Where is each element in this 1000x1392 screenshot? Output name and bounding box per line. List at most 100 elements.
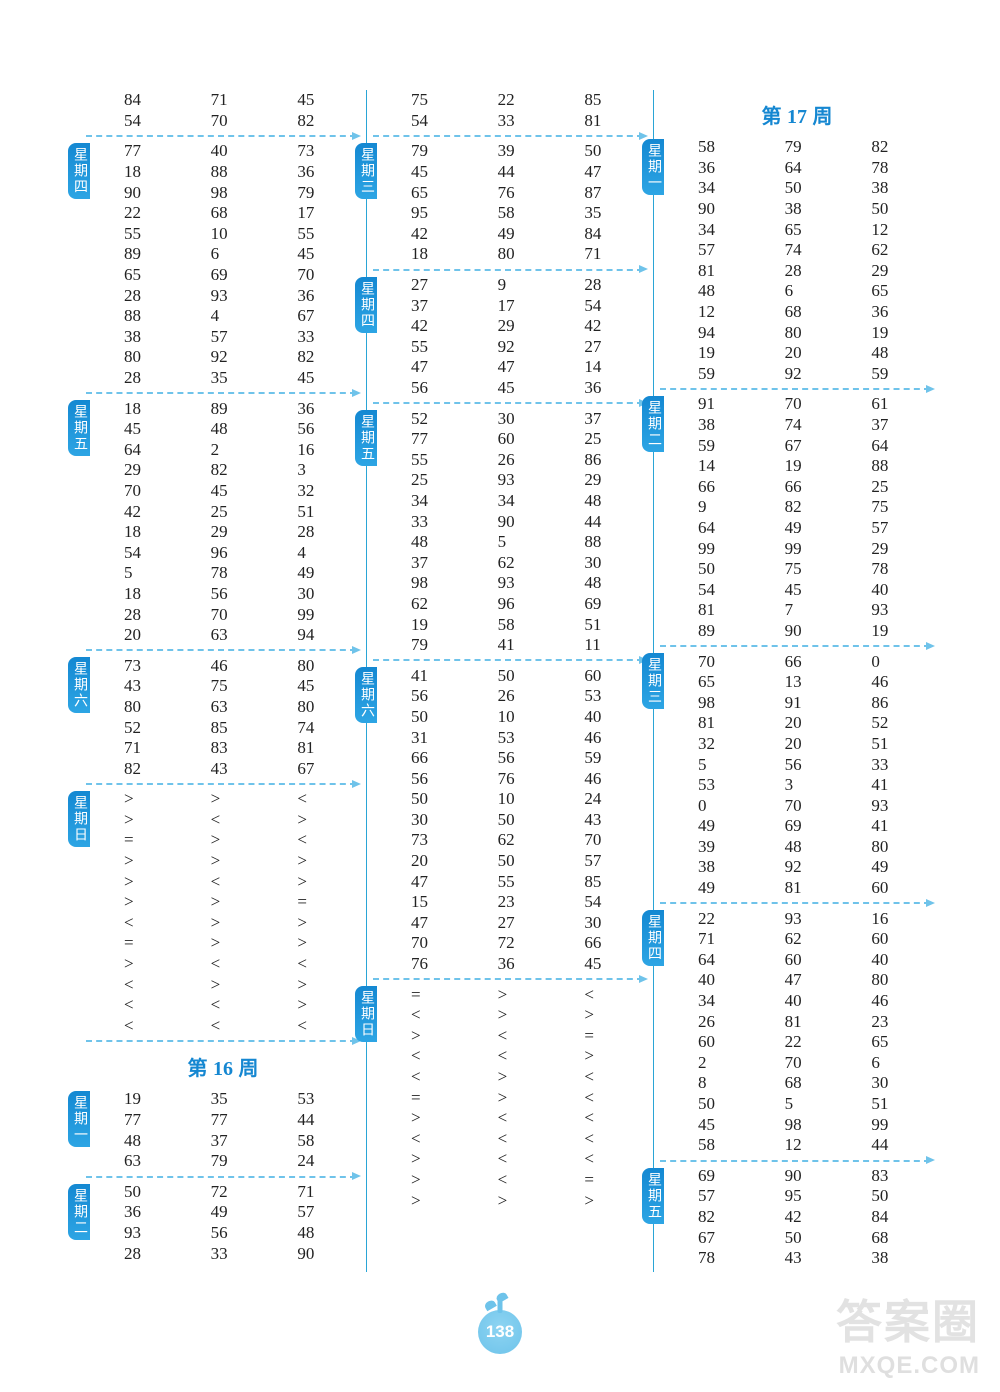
data-block: 星期三7066065134698918681205232205155633533… xyxy=(664,651,930,898)
data-cell: 40 xyxy=(843,950,930,970)
data-row: 205057 xyxy=(383,851,643,872)
section-divider xyxy=(373,135,643,137)
data-cell: < xyxy=(269,954,356,974)
data-row: ><= xyxy=(383,1026,643,1047)
data-cell: 66 xyxy=(757,477,844,497)
data-cell: 64 xyxy=(670,950,757,970)
data-row: ><< xyxy=(383,1149,643,1170)
data-cell: 30 xyxy=(556,553,643,573)
data-row: 774073 xyxy=(96,141,356,162)
data-cell: 65 xyxy=(843,1032,930,1052)
data-row: 343448 xyxy=(383,491,643,512)
data-cell: 30 xyxy=(470,409,557,429)
data-cell: 91 xyxy=(757,693,844,713)
data-cell: 43 xyxy=(96,676,183,696)
data-cell: 38 xyxy=(843,1248,930,1268)
data-cell: > xyxy=(183,789,270,809)
page-number: 138 xyxy=(478,1310,522,1354)
data-cell: 38 xyxy=(843,178,930,198)
data-row: 141988 xyxy=(670,456,930,477)
data-cell: 36 xyxy=(670,158,757,178)
data-cell: 33 xyxy=(470,111,557,131)
data-cell: 38 xyxy=(757,199,844,219)
data-cell: > xyxy=(96,851,183,871)
section-divider xyxy=(660,388,930,390)
day-tab: 星期五 xyxy=(68,400,90,456)
data-cell: 69 xyxy=(183,265,270,285)
data-cell: 93 xyxy=(96,1223,183,1243)
data-cell: 10 xyxy=(470,789,557,809)
data-cell: 14 xyxy=(670,456,757,476)
data-cell: > xyxy=(183,913,270,933)
data-cell: 78 xyxy=(843,158,930,178)
data-cell: 81 xyxy=(269,738,356,758)
data-block: 星期六4150605626535010403153466656595676465… xyxy=(377,665,643,974)
data-cell: 29 xyxy=(96,460,183,480)
data-row: 665659 xyxy=(383,748,643,769)
data-cell: 42 xyxy=(757,1207,844,1227)
data-cell: 66 xyxy=(670,477,757,497)
data-cell: 54 xyxy=(556,892,643,912)
data-cell: 58 xyxy=(670,1135,757,1155)
section-divider xyxy=(373,978,643,980)
data-cell: 27 xyxy=(556,337,643,357)
data-cell: 41 xyxy=(383,666,470,686)
data-block: 星期日>><><>=><>>>><>>>=<>>=>>><<<>><<><<< xyxy=(90,789,356,1036)
data-cell: 98 xyxy=(757,1115,844,1135)
data-cell: > xyxy=(269,975,356,995)
data-cell: 25 xyxy=(843,477,930,497)
data-cell: 98 xyxy=(183,183,270,203)
data-cell: > xyxy=(269,995,356,1015)
data-cell: 44 xyxy=(269,1110,356,1130)
data-cell: 46 xyxy=(556,769,643,789)
data-cell: 45 xyxy=(269,90,356,110)
data-cell: 49 xyxy=(670,878,757,898)
data-cell: 20 xyxy=(96,625,183,645)
data-cell: 82 xyxy=(843,137,930,157)
data-cell: 57 xyxy=(556,851,643,871)
data-row: 809282 xyxy=(96,347,356,368)
data-cell: < xyxy=(470,1026,557,1046)
data-row: 268123 xyxy=(670,1011,930,1032)
data-row: 287099 xyxy=(96,604,356,625)
data-cell: 39 xyxy=(470,141,557,161)
data-cell: 60 xyxy=(757,950,844,970)
data-cell: 46 xyxy=(843,991,930,1011)
data-cell: 28 xyxy=(96,368,183,388)
data-row: 699083 xyxy=(670,1166,930,1187)
data-cell: 72 xyxy=(470,933,557,953)
data-row: 192048 xyxy=(670,343,930,364)
data-cell: 57 xyxy=(670,240,757,260)
data-cell: 99 xyxy=(843,1115,930,1135)
data-cell: 43 xyxy=(757,1248,844,1268)
data-cell: < xyxy=(556,1067,643,1087)
data-row: 651346 xyxy=(670,672,930,693)
data-row: 185630 xyxy=(96,584,356,605)
data-cell: < xyxy=(96,913,183,933)
data-cell: 80 xyxy=(96,347,183,367)
data-row: 999929 xyxy=(670,538,930,559)
data-cell: 75 xyxy=(843,497,930,517)
data-cell: 47 xyxy=(383,913,470,933)
data-cell: > xyxy=(96,810,183,830)
data-cell: 50 xyxy=(556,141,643,161)
data-row: <>> xyxy=(96,913,356,934)
data-cell: 61 xyxy=(843,394,930,414)
section-divider xyxy=(86,392,356,394)
data-block: 星期二9170613874375967641419886666259827564… xyxy=(664,394,930,641)
data-cell: 99 xyxy=(757,539,844,559)
data-cell: 46 xyxy=(183,656,270,676)
data-cell: 49 xyxy=(757,518,844,538)
data-cell: 79 xyxy=(269,183,356,203)
data-cell: 33 xyxy=(183,1244,270,1264)
data-cell: 95 xyxy=(383,203,470,223)
data-cell: 50 xyxy=(757,178,844,198)
data-cell: 48 xyxy=(96,1131,183,1151)
data-cell: 48 xyxy=(843,343,930,363)
data-cell: 76 xyxy=(383,954,470,974)
data-cell: 48 xyxy=(556,491,643,511)
data-row: 345038 xyxy=(670,178,930,199)
data-row: 387437 xyxy=(670,415,930,436)
data-row: 126836 xyxy=(670,302,930,323)
data-cell: 73 xyxy=(96,656,183,676)
